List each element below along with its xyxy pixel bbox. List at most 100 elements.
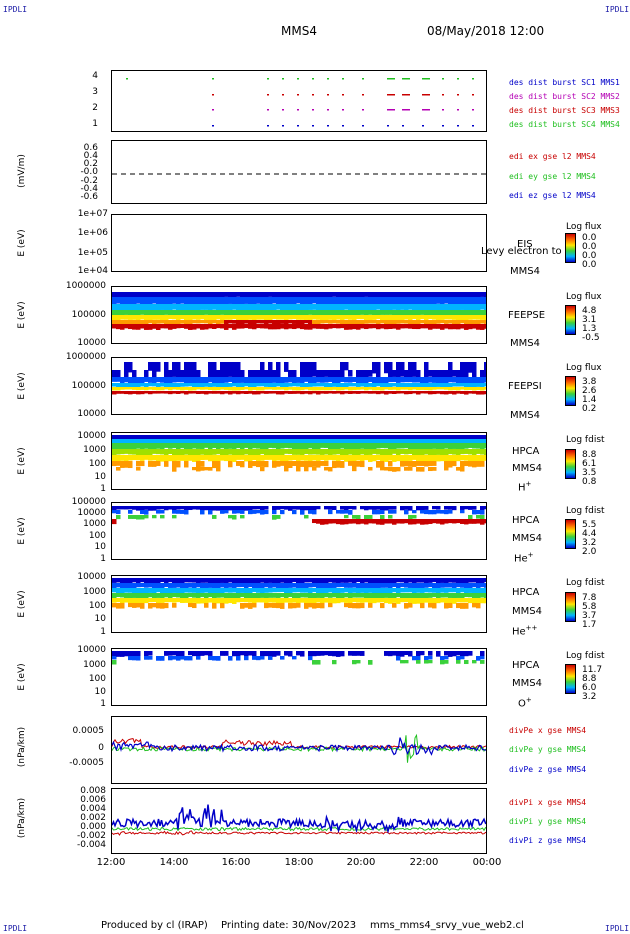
spectrogram-cell (472, 439, 477, 444)
spectrogram-cell (160, 435, 165, 441)
spacecraft-label: MMS4 (510, 410, 540, 421)
spectrogram-cell (128, 593, 133, 599)
spectrogram-cell (296, 455, 301, 462)
spectrogram-cell (480, 435, 485, 441)
spectrogram-cell (400, 304, 405, 310)
spectrogram-cell (404, 603, 409, 609)
spectrogram-cell (240, 377, 245, 383)
spectrogram-cell (364, 583, 369, 589)
spectrogram-cell (420, 435, 425, 440)
spectrogram-cell (152, 383, 157, 387)
spectrogram-cell (272, 510, 277, 515)
spectrogram-cell (464, 383, 469, 388)
spectrogram-cell (212, 391, 217, 394)
spectrogram-cell (332, 324, 337, 329)
spectrogram-cell (312, 324, 317, 329)
burst-mark (282, 109, 284, 111)
spectrogram-cell (356, 297, 361, 305)
tick: 0 (98, 743, 104, 753)
edi-plot (112, 173, 486, 175)
spectrogram-cell (352, 467, 357, 472)
spectrogram-cell (320, 583, 325, 589)
spectrogram-cell (416, 578, 421, 583)
spectrogram-cell (188, 391, 193, 394)
spectrogram-cell (224, 510, 229, 514)
spectrogram-cell (352, 443, 357, 451)
spectrogram-cell (132, 297, 137, 305)
spectrogram-cell (452, 449, 457, 455)
burst-mark (472, 125, 474, 127)
spectrogram-cell (288, 443, 293, 449)
spectrogram-cell (304, 439, 309, 444)
spectrogram-cell (280, 324, 285, 329)
spectrogram-cell (316, 461, 321, 468)
spectrogram-cell (116, 297, 121, 304)
spectrogram-cell (328, 449, 333, 456)
spectrogram-cell (340, 435, 345, 440)
spectrogram-cell (340, 292, 345, 298)
tick: 0.2 (83, 159, 98, 169)
spectrogram-cell (452, 651, 457, 657)
spectrogram-cell (428, 651, 433, 656)
burst-mark (297, 78, 299, 80)
spectrogram-cell (324, 435, 329, 441)
spectrogram-cell (276, 362, 281, 373)
spectrogram-cell (168, 315, 173, 320)
spectrogram-cell (296, 467, 301, 472)
spectrogram-cell (120, 593, 125, 598)
colorbar-title: Log flux (566, 363, 602, 373)
spectrogram-cell (468, 292, 473, 299)
spectrogram-cell (456, 324, 461, 330)
spectrogram-cell (480, 588, 485, 594)
spectrogram-cell (436, 598, 441, 604)
spectrogram-cell (240, 391, 245, 394)
spectrogram-cell (340, 651, 345, 657)
spectrogram-cell (460, 656, 465, 660)
spectrogram-cell (356, 593, 361, 598)
spectrogram-cell (404, 292, 409, 300)
spectrogram-cell (472, 510, 477, 515)
spectrogram-cell (224, 578, 229, 584)
spectrogram-cell (340, 304, 345, 313)
footer-produced: Produced by cl (IRAP) (101, 920, 208, 931)
spectrogram-cell (132, 370, 137, 379)
spectrogram-cell (324, 506, 329, 510)
spectrogram-cell (384, 304, 389, 311)
spectrogram-cell (424, 506, 429, 510)
spectrogram-cell (428, 660, 433, 664)
spectrogram-cell (388, 461, 393, 467)
spectrogram-cell (220, 315, 225, 321)
spectrogram-cell (348, 439, 353, 444)
spectrogram-cell (348, 387, 353, 391)
spectrogram-cell (420, 377, 425, 384)
spectrogram-cell (232, 435, 237, 440)
spectrogram-cell (480, 506, 485, 510)
spectrogram-cell (116, 370, 121, 379)
spectrogram-cell (420, 461, 425, 466)
spectrogram-cell (212, 383, 217, 387)
spectrogram-cell (180, 598, 185, 603)
spectrogram-cell (188, 439, 193, 445)
spectrogram-cell (480, 583, 485, 588)
spectrogram-cell (376, 461, 381, 468)
spectrogram-cell (432, 578, 437, 583)
spectrogram-cell (368, 320, 373, 324)
spectrogram-cell (112, 324, 117, 329)
spectrogram-cell (324, 455, 329, 461)
spectrogram-cell (280, 315, 285, 320)
burst-mark (422, 125, 424, 127)
spectrogram-cell (420, 510, 425, 514)
spectrogram-cell (348, 315, 353, 320)
spectrogram-cell (168, 656, 173, 661)
spectrogram-cell (208, 443, 213, 450)
spectrogram-cell (236, 455, 241, 460)
spectrogram-cell (236, 383, 241, 388)
spectrogram-cell (384, 435, 389, 440)
spectrogram-cell (272, 387, 277, 390)
spectrogram-cell (240, 383, 245, 388)
spectrogram-cell (164, 461, 169, 467)
spectrogram-cell (424, 593, 429, 599)
spectrogram-cell (216, 383, 221, 388)
spectrogram-cell (372, 443, 377, 450)
spectrogram-cell (116, 320, 121, 325)
